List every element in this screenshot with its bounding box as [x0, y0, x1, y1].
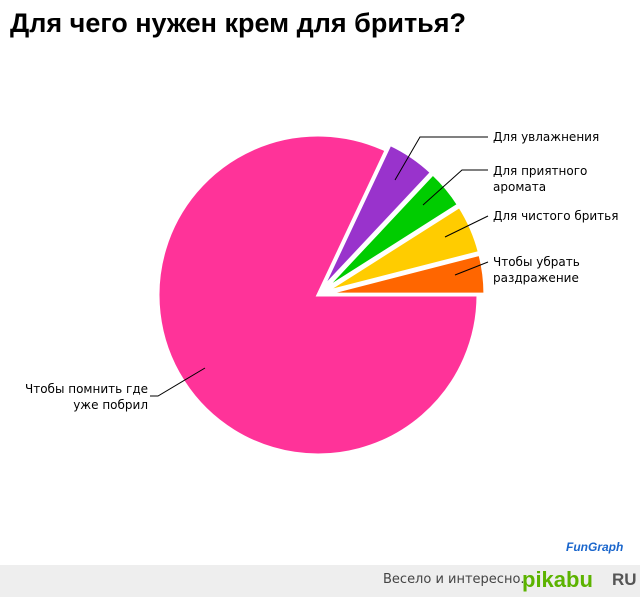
leader-line	[394, 136, 488, 181]
slice-label: Для чистого бритья	[493, 209, 619, 223]
slice-label: Для приятного аромата	[493, 164, 588, 194]
pie-slice	[323, 204, 482, 294]
brand-logo[interactable]: pikabu	[522, 567, 593, 592]
brand-domain[interactable]: RU	[612, 570, 637, 589]
footer: Весело и интересно. pikabu RU	[0, 565, 640, 597]
leader-line	[454, 261, 489, 276]
slice-label: Для увлажнения	[493, 130, 600, 144]
slogan: Весело и интересно.	[383, 572, 525, 587]
leader-line	[150, 367, 206, 397]
slice-label: Чтобы помнить где уже побрил	[25, 382, 148, 412]
credit: FunGraph	[566, 540, 624, 554]
slice-label: Чтобы убрать раздражение	[493, 255, 580, 285]
pie-slice	[320, 142, 434, 291]
leader-line	[444, 215, 489, 238]
chart-title: Для чего нужен крем для бритья?	[10, 8, 467, 38]
pie-slice	[324, 252, 487, 296]
leader-line	[422, 169, 488, 206]
